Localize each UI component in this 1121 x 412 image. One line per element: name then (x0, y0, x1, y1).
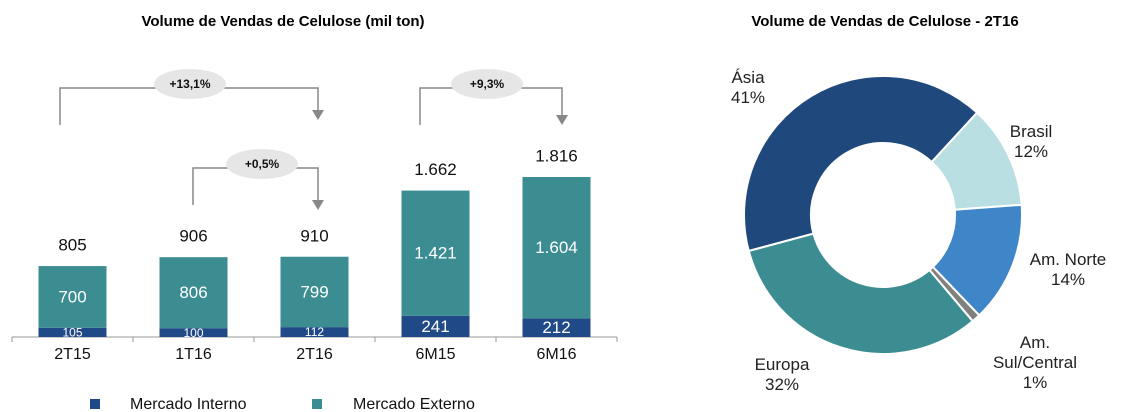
value-label: 105 (62, 326, 82, 340)
bar-segment (159, 257, 228, 329)
bar-segment (401, 190, 470, 316)
slice-name: Am. Sul/Central (992, 333, 1078, 372)
total-label: 1.816 (535, 146, 578, 165)
chart-title: Volume de Vendas de Celulose (mil ton) (141, 13, 424, 30)
annotation-bubble (451, 69, 523, 99)
total-label: 910 (300, 226, 328, 245)
x-tick-label: 6M16 (536, 346, 576, 363)
value-label: 212 (542, 318, 570, 337)
bar-segment (401, 315, 470, 337)
legend-swatch (312, 399, 322, 409)
bar-segment (522, 177, 591, 319)
slice-value: 12% (1013, 142, 1049, 161)
bar-segment (522, 318, 591, 337)
annotation: +0,5% (245, 157, 280, 171)
slice-name: Brasil (1009, 122, 1053, 141)
arrow-head (312, 110, 324, 120)
total-label: 906 (179, 227, 207, 246)
slice-name: Am. Norte (1029, 250, 1107, 269)
x-tick-label: 2T16 (296, 346, 333, 363)
slice-value: 14% (1050, 270, 1086, 289)
slice-label: Europa 32% (736, 355, 828, 395)
slice-value: 1% (1022, 373, 1048, 392)
arrow-head (556, 115, 568, 125)
slice-name: Europa (754, 355, 810, 374)
annotation: +13,1% (169, 77, 210, 91)
bar-segment (38, 266, 107, 328)
value-label: 1.604 (535, 238, 578, 257)
slice-label: Am. Norte 14% (1022, 250, 1114, 290)
x-tick-label: 6M15 (415, 346, 455, 363)
bar-segment (159, 328, 228, 337)
value-label: 799 (300, 282, 328, 301)
annotation: +9,3% (470, 77, 505, 91)
arrow-head (312, 200, 324, 210)
total-label: 1.662 (414, 160, 457, 179)
slice-label: Am. Sul/Central 1% (989, 333, 1081, 393)
slice-label: Brasil 12% (985, 122, 1077, 162)
legend-swatch (90, 399, 100, 409)
value-label: 241 (421, 317, 449, 336)
x-tick-label: 1T16 (175, 346, 212, 363)
value-label: 1.421 (414, 244, 457, 263)
value-label: 700 (58, 287, 86, 306)
donut-slice (747, 232, 975, 355)
x-tick-label: 2T15 (54, 346, 91, 363)
total-label: 805 (58, 236, 86, 255)
chart-title: Volume de Vendas de Celulose - 2T16 (751, 13, 1018, 30)
legend-label: Mercado Interno (130, 396, 247, 412)
bar-segment (38, 327, 107, 337)
legend-label: Mercado Externo (353, 396, 475, 412)
slice-label: Ásia 41% (702, 68, 794, 108)
bar-segment (280, 327, 349, 337)
slice-value: 41% (730, 88, 766, 107)
annotation-bubble (226, 149, 298, 179)
bar-segment (280, 256, 349, 328)
value-label: 112 (305, 325, 324, 339)
slice-value: 32% (764, 375, 800, 394)
annotation-bubble (154, 69, 226, 99)
value-label: 100 (183, 326, 203, 340)
slice-name: Ásia (731, 68, 765, 87)
donut-slice (743, 75, 979, 253)
value-label: 806 (179, 283, 207, 302)
